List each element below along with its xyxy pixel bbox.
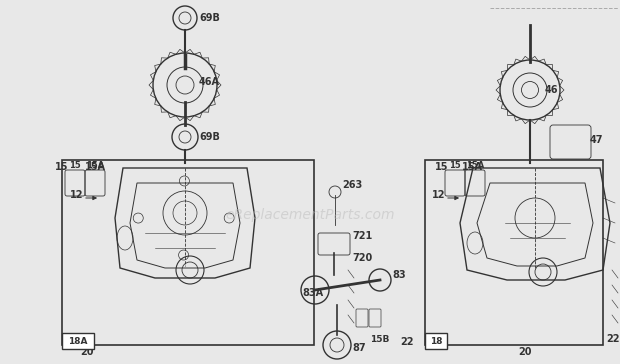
Text: 69B: 69B [199,132,220,142]
Text: 83: 83 [392,270,405,280]
Text: 83A: 83A [302,288,323,298]
Text: 22: 22 [606,334,620,344]
Text: 87: 87 [352,343,366,353]
Text: 12: 12 [70,190,84,200]
Text: 15B: 15B [370,335,389,344]
Text: 47: 47 [590,135,603,145]
Text: 15A: 15A [466,161,484,170]
Bar [62,160,314,345]
Text: 18A: 18A [68,336,88,345]
Text: 15A: 15A [462,162,483,172]
Text: 12: 12 [432,190,446,200]
Text: 46A: 46A [199,77,220,87]
Bar [62,333,94,349]
Text: 721: 721 [352,231,372,241]
Bar [425,160,603,345]
Text: 15: 15 [69,161,81,170]
Text: 20: 20 [518,347,531,357]
Text: 69B: 69B [199,13,220,23]
Text: 46: 46 [545,85,559,95]
Text: 15: 15 [449,161,461,170]
Text: 15A: 15A [85,162,106,172]
Bar [425,333,447,349]
Text: eReplacementParts.com: eReplacementParts.com [225,208,395,222]
Text: 15: 15 [435,162,449,172]
Text: 20: 20 [80,347,94,357]
Text: 18: 18 [430,336,442,345]
Text: 22: 22 [400,337,414,347]
Text: 15: 15 [55,162,69,172]
Text: 263: 263 [342,180,362,190]
Text: 15A: 15A [86,161,104,170]
Text: 720: 720 [352,253,372,263]
